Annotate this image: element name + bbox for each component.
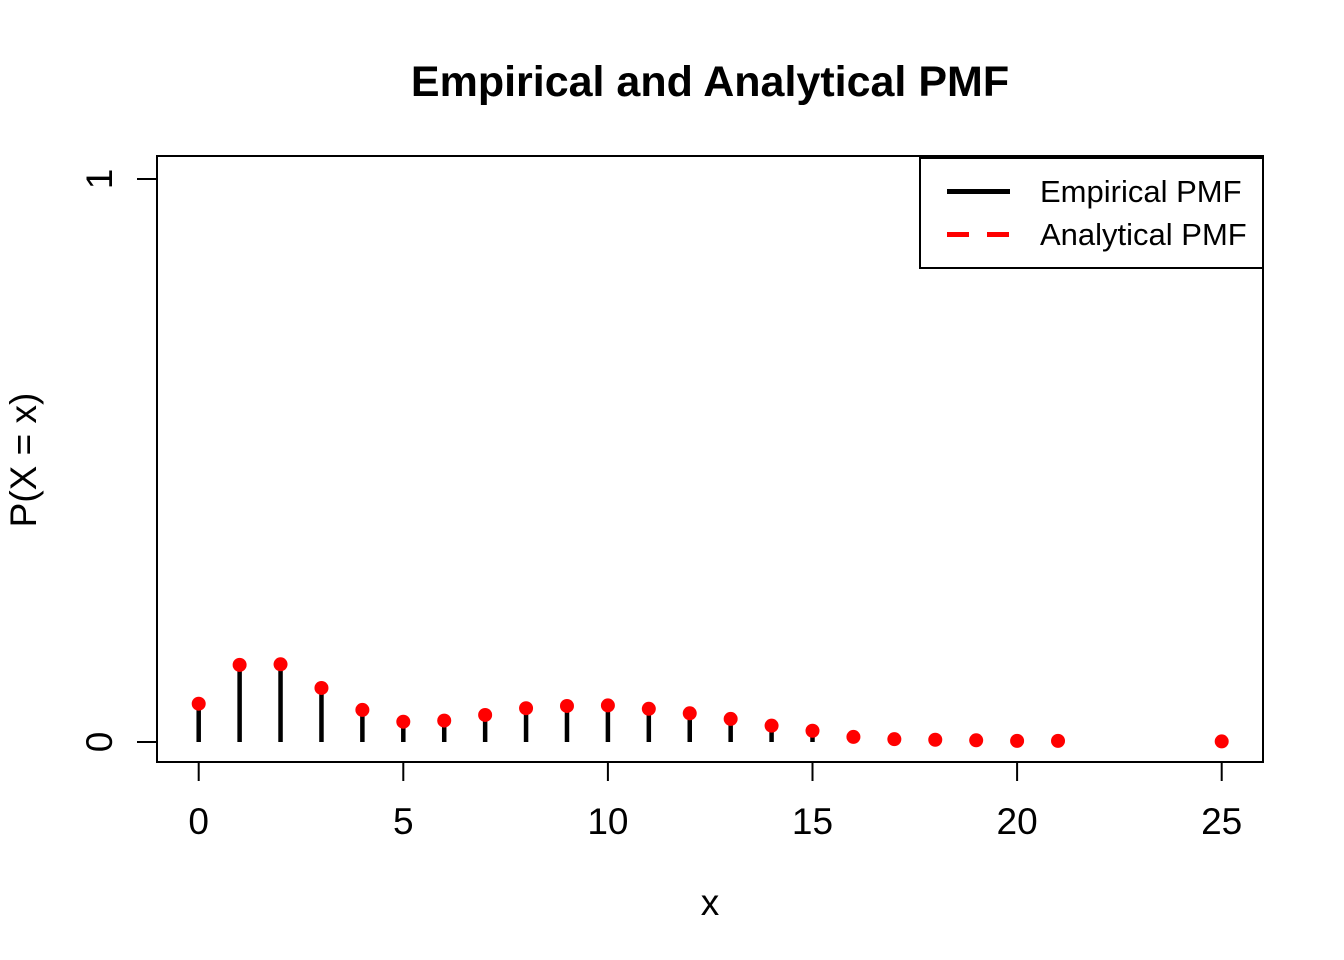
legend-row-analytical: Analytical PMF <box>921 216 1262 253</box>
y-axis-tick-label: 1 <box>79 169 120 190</box>
analytical-point <box>764 718 779 733</box>
y-axis-tick-label: 0 <box>79 732 120 753</box>
analytical-point <box>191 696 206 711</box>
x-axis-tick-label: 25 <box>1201 801 1242 842</box>
analytical-point <box>314 680 329 695</box>
analytical-point <box>723 711 738 726</box>
x-axis-title: x <box>700 882 720 923</box>
analytical-point <box>396 714 411 729</box>
x-axis-tick-label: 5 <box>393 801 414 842</box>
legend-label-empirical: Empirical PMF <box>1040 173 1242 209</box>
legend-row-empirical: Empirical PMF <box>921 173 1262 210</box>
y-axis-title: P(X = x) <box>3 392 44 528</box>
analytical-point <box>1010 733 1025 748</box>
analytical-point <box>559 698 574 713</box>
analytical-point <box>969 733 984 748</box>
analytical-point <box>478 707 493 722</box>
analytical-point <box>641 701 656 716</box>
legend-dashed-line-icon <box>947 232 1010 237</box>
analytical-point <box>846 729 861 744</box>
analytical-point <box>682 706 697 721</box>
x-axis-tick-label: 20 <box>997 801 1038 842</box>
analytical-point <box>355 702 370 717</box>
x-axis-tick-label: 15 <box>792 801 833 842</box>
legend-solid-line-icon <box>947 189 1010 194</box>
analytical-point <box>437 713 452 728</box>
analytical-point <box>600 698 615 713</box>
analytical-point <box>805 723 820 738</box>
analytical-point <box>928 732 943 747</box>
x-axis-tick-label: 0 <box>188 801 209 842</box>
analytical-point <box>1214 734 1229 749</box>
x-axis-tick-label: 10 <box>587 801 628 842</box>
plot-frame <box>156 155 1264 763</box>
legend: Empirical PMF Analytical PMF <box>919 157 1264 269</box>
chart-title: Empirical and Analytical PMF <box>410 58 1010 106</box>
legend-label-analytical: Analytical PMF <box>1040 216 1247 252</box>
analytical-point <box>1051 733 1066 748</box>
analytical-point <box>232 657 247 672</box>
analytical-point <box>887 732 902 747</box>
analytical-point <box>519 701 534 716</box>
analytical-point <box>273 657 288 672</box>
